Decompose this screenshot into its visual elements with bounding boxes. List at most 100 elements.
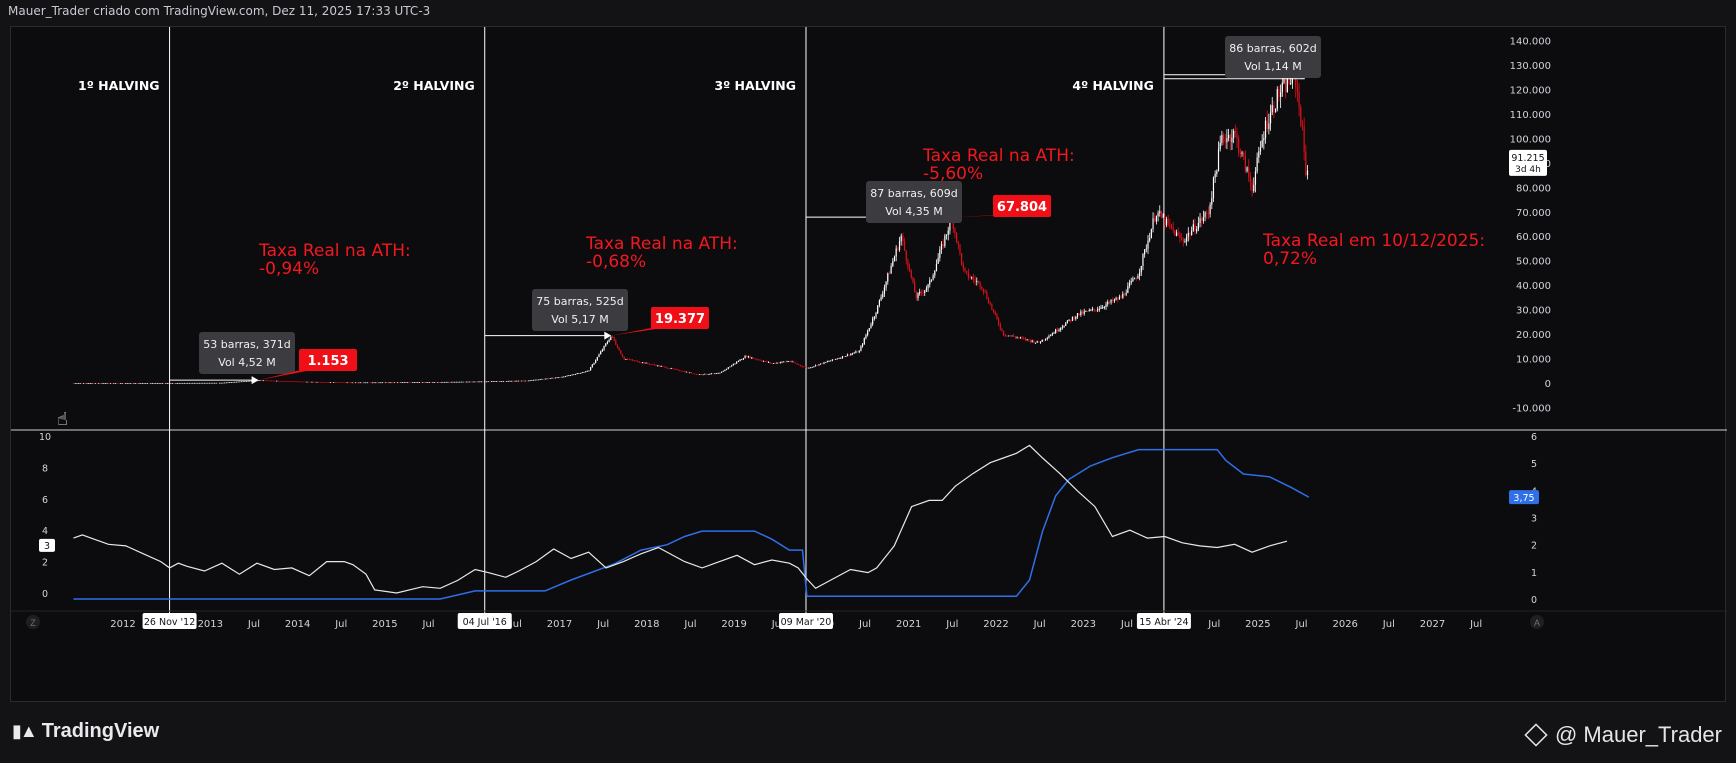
candle-body	[309, 381, 311, 383]
tradingview-logo[interactable]: ▮▲ TradingView	[12, 720, 159, 743]
osc-left-tick: 4	[42, 526, 48, 537]
candle-body	[878, 300, 880, 306]
candle-body	[835, 358, 837, 360]
time-axis-tick: 2019	[721, 619, 746, 630]
candle-body	[749, 356, 751, 359]
candle-body	[203, 382, 206, 384]
candle-body	[113, 382, 115, 384]
candle-body	[699, 374, 701, 376]
osc-series-blue	[73, 448, 1310, 600]
candle-body	[344, 382, 347, 384]
candle-body	[1048, 336, 1050, 338]
candle-body	[898, 241, 901, 250]
candle-body	[856, 351, 859, 353]
candle-body	[783, 361, 785, 363]
candle-body	[1006, 335, 1008, 337]
candle-body	[1224, 139, 1226, 143]
candle-body	[771, 363, 773, 364]
candle-body	[222, 382, 224, 384]
candle-body	[1269, 112, 1272, 124]
candle-body	[704, 373, 706, 375]
time-axis-tick: 2015	[372, 619, 397, 630]
candle-body	[1301, 125, 1304, 127]
candle-body	[714, 373, 716, 375]
cursor-hand-icon: ☝	[57, 409, 68, 430]
candle-body	[786, 361, 788, 363]
candle-body	[405, 382, 407, 383]
candle-body	[635, 360, 637, 362]
candle-body	[709, 373, 711, 375]
candle-body	[1175, 232, 1178, 236]
candle-body	[1125, 292, 1127, 295]
candle-body	[579, 372, 582, 374]
candle-body	[1266, 120, 1268, 130]
time-axis-tick: 2018	[634, 619, 659, 630]
candle-body	[610, 336, 612, 341]
candle-body	[1147, 240, 1149, 249]
candle-body	[720, 371, 723, 373]
candle-body	[581, 372, 583, 374]
candle-body	[329, 382, 332, 383]
time-axis-tick: 2012	[110, 619, 135, 630]
osc-left-badge	[39, 538, 55, 552]
candle-body	[1201, 218, 1203, 221]
candle-body	[1199, 218, 1201, 223]
candle-body	[519, 380, 521, 382]
candle-body	[1236, 132, 1238, 139]
candle-body	[1043, 339, 1045, 341]
candle-body	[395, 382, 397, 384]
osc-right-tick: 0	[1531, 595, 1537, 606]
candle-body	[752, 357, 755, 359]
candle-body	[260, 380, 263, 381]
price-axis-tick: 110.000	[1510, 110, 1551, 121]
candle-body	[1004, 335, 1006, 337]
candle-body	[356, 382, 358, 384]
candle-body	[762, 361, 765, 362]
candle-body	[1227, 134, 1230, 139]
candle-body	[814, 365, 817, 367]
candle-body	[1118, 296, 1121, 300]
candle-body	[532, 379, 535, 381]
time-axis-tick: Jul	[1382, 619, 1395, 630]
candle-body	[1051, 333, 1053, 336]
candle-body	[806, 367, 808, 369]
candle-body	[808, 367, 810, 369]
candle-body	[776, 362, 778, 364]
measure-bars-label: 87 barras, 609d	[870, 187, 958, 200]
chart-svg[interactable]: 1º HALVING 2º HALVING 3º HALVING 4º HALVING…	[11, 27, 1727, 703]
candle-body	[170, 382, 172, 384]
candle-body	[769, 362, 771, 364]
candle-body	[361, 382, 363, 384]
candle-body	[1281, 82, 1283, 93]
rate-annotation-value: -5,60%	[923, 164, 983, 184]
candle-body	[1123, 293, 1126, 295]
candle-body	[218, 382, 221, 384]
candle-body	[138, 382, 140, 384]
candle-body	[851, 353, 854, 355]
candle-body	[324, 381, 326, 383]
candle-body	[940, 243, 943, 250]
candle-body	[197, 382, 199, 384]
candle-body	[945, 234, 948, 236]
candle-body	[598, 354, 600, 358]
candle-body	[271, 380, 273, 382]
candle-body	[823, 362, 825, 364]
candle-body	[605, 343, 607, 346]
candle-body	[1065, 322, 1067, 326]
candle-body	[631, 359, 634, 361]
candle-body	[1117, 298, 1119, 300]
candle-body	[148, 382, 150, 384]
candle-body	[697, 374, 699, 375]
candle-body	[546, 378, 548, 380]
candle-body	[104, 382, 107, 384]
candle-body	[1216, 170, 1218, 174]
candle-body	[1261, 140, 1263, 148]
candle-body	[966, 270, 968, 273]
candle-body	[447, 381, 449, 383]
candle-body	[543, 378, 545, 380]
candle-body	[917, 293, 919, 299]
candle-body	[1196, 229, 1198, 232]
candle-body	[101, 382, 103, 384]
candle-body	[888, 273, 891, 275]
candle-body	[492, 381, 494, 382]
